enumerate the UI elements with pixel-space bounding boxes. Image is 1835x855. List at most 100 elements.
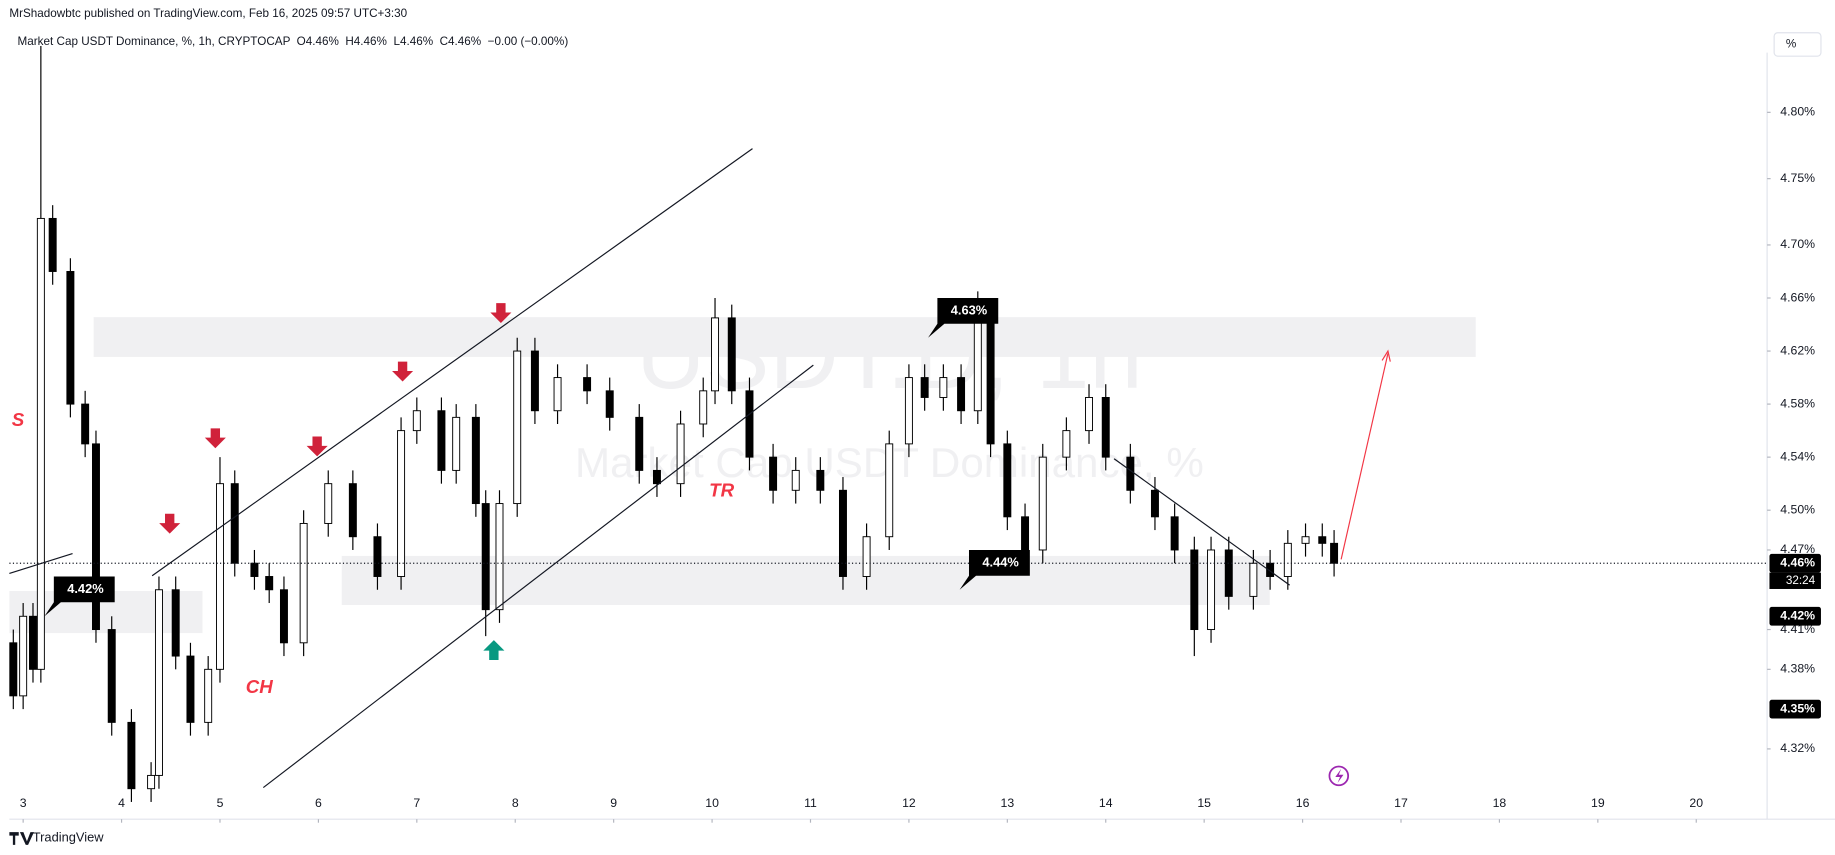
footer-brand: TradingView (33, 829, 104, 844)
candle-body (1085, 396, 1093, 432)
countdown: 32:24 (1786, 574, 1816, 587)
annotation: S (12, 409, 25, 430)
candle-body (885, 443, 894, 538)
x-tick-label: 9 (610, 796, 617, 810)
callout-label: 4.44% (982, 554, 1019, 569)
candle-body (127, 721, 136, 790)
price-tag-label: 4.35% (1780, 701, 1815, 715)
candle-body (553, 377, 562, 412)
candle-body (412, 410, 421, 432)
logo (9, 832, 34, 845)
event-icon-bolt (1335, 768, 1344, 783)
candle-body (48, 217, 57, 272)
candle-body (1207, 549, 1216, 631)
candle-body (154, 589, 163, 776)
candle-body (513, 350, 522, 505)
trend-line (9, 552, 73, 574)
x-tick-label: 10 (705, 796, 719, 810)
annotation: CH (246, 676, 274, 697)
candle-body (9, 642, 18, 697)
candle-body (1330, 542, 1339, 564)
price-tag-label: 4.46% (1780, 555, 1815, 569)
callout-box (44, 576, 115, 617)
price-tag (1769, 606, 1821, 626)
candle-body (91, 443, 100, 631)
candle-body (635, 416, 644, 471)
symbol-line: Market Cap USDT Dominance, %, 1h, CRYPTO… (18, 35, 569, 48)
candle-body (279, 589, 288, 644)
candle-body (36, 217, 45, 670)
x-tick-label: 8 (512, 796, 519, 810)
drawings (9, 148, 1290, 789)
candle-body (107, 629, 116, 723)
candle-body (348, 483, 357, 538)
x-tick-label: 4 (118, 796, 125, 810)
y-tick-label: 4.70% (1780, 237, 1815, 251)
scale-button[interactable] (1773, 32, 1822, 57)
candle-body (1126, 456, 1135, 491)
candle-body (1101, 396, 1110, 458)
candle-body (299, 522, 308, 644)
candle-body (265, 576, 274, 591)
candle-body (1003, 443, 1012, 518)
candle-body (147, 774, 156, 790)
y-tick-label: 4.38% (1780, 662, 1815, 676)
candle-body (1062, 430, 1071, 458)
x-tick-label: 5 (217, 796, 224, 810)
down-arrow (306, 436, 328, 457)
x-tick-label: 7 (413, 796, 420, 810)
x-tick-label: 20 (1689, 796, 1703, 810)
callout-label: 4.42% (67, 581, 104, 596)
countdown-box (1769, 572, 1821, 589)
candle-body (791, 469, 800, 491)
candle-body (81, 403, 90, 445)
y-tick-label: 4.66% (1780, 290, 1815, 304)
x-tick-label: 19 (1591, 796, 1605, 810)
y-tick-label: 4.54% (1780, 449, 1815, 463)
y-tick-label: 4.75% (1780, 171, 1815, 185)
event-icon[interactable] (1328, 765, 1350, 787)
candle-body (1249, 562, 1258, 597)
down-arrow (392, 361, 414, 382)
y-tick-label: 4.50% (1780, 502, 1815, 516)
candle-body (838, 489, 847, 577)
candle-body (973, 317, 982, 412)
x-tick-label: 17 (1394, 796, 1408, 810)
candle-body (1170, 516, 1179, 551)
candle-body (19, 615, 28, 697)
sell-arrows (159, 303, 512, 534)
annotation: TR (709, 479, 734, 500)
candle-body (373, 536, 382, 577)
up-arrow (483, 640, 505, 661)
y-tick-label: 4.47% (1780, 542, 1815, 556)
watermark-symbol: USDT.D, 1h (636, 302, 1143, 409)
candle-body (1150, 489, 1159, 518)
down-arrow (490, 303, 512, 323)
y-tick-label: 4.62% (1780, 343, 1815, 357)
projection-line (1340, 353, 1389, 560)
y-tick-label: 4.80% (1780, 105, 1815, 119)
candle-body (920, 377, 929, 398)
candle-body (957, 377, 966, 412)
candle-body (216, 483, 224, 670)
channel-upper (151, 148, 753, 577)
candle-body (29, 615, 37, 670)
candle-body (171, 589, 180, 657)
candle-body (1038, 456, 1047, 551)
scale-button-label[interactable]: % (1786, 38, 1796, 51)
candle-body (481, 503, 490, 611)
callout-box (959, 549, 1030, 590)
y-tick-label: 4.58% (1780, 396, 1815, 410)
publisher: MrShadowbtc published on TradingView.com… (9, 7, 407, 20)
trend-line (1113, 458, 1290, 586)
x-tick-label: 11 (804, 796, 817, 810)
candle-body (1021, 516, 1030, 551)
callout-label: 4.63% (951, 302, 988, 317)
x-tick-label: 14 (1099, 796, 1113, 810)
x-tick-label: 6 (315, 796, 322, 810)
price-tag-label: 4.42% (1780, 609, 1815, 623)
x-tick-label: 16 (1296, 796, 1310, 810)
